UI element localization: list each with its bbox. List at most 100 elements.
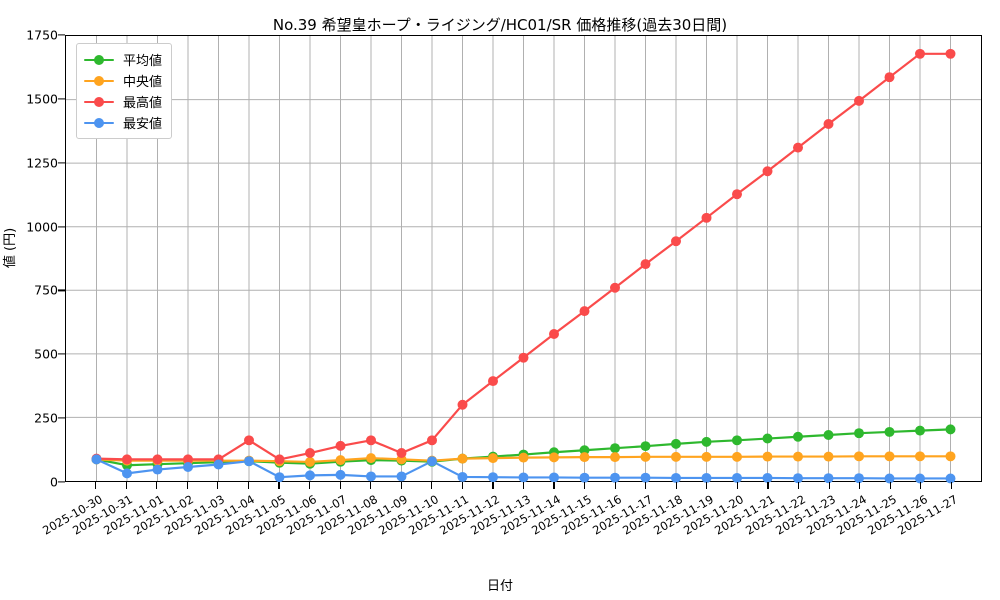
y-tick-mark [58,162,65,164]
data-point [122,454,132,465]
data-point [915,425,925,436]
x-tick-mark [492,482,494,489]
data-point [274,454,285,465]
x-tick-mark [645,482,647,489]
legend-swatch-icon [84,53,114,67]
y-tick-label: 1250 [26,155,58,171]
data-point [915,48,925,59]
y-tick-mark [58,225,65,228]
data-point [793,431,803,442]
y-tick-label: 250 [34,410,58,426]
data-point [732,189,742,200]
data-point [732,435,742,446]
legend-item-1[interactable]: 中央値 [84,70,162,91]
data-point [305,448,315,459]
y-axis-tick-labels: 0 250 500 750 1000 1250 1500 1750 [0,0,65,600]
data-point [488,376,498,387]
data-point [518,352,529,363]
chart-legend[interactable]: 平均値 中央値 最高値最安値 [76,43,173,139]
x-tick-mark [278,482,280,489]
data-point [640,451,651,462]
data-point [640,441,651,452]
data-point [854,95,864,106]
data-point [152,464,163,475]
x-tick-mark [736,482,739,489]
y-tick-mark [58,353,65,355]
data-point [579,472,590,483]
legend-swatch-icon [84,116,114,130]
data-point [457,399,468,410]
data-point [396,448,407,459]
y-tick-label: 1500 [26,91,58,107]
legend-item-3[interactable]: 最安値 [84,112,162,133]
data-point [854,451,864,462]
data-point [549,472,559,483]
y-tick-label: 1750 [26,27,58,43]
data-point [610,443,620,454]
data-point [823,119,834,129]
data-point [854,428,864,439]
x-tick-mark [156,482,158,489]
data-point [366,453,376,464]
data-point [518,452,529,463]
x-tick-mark [125,482,127,489]
y-tick-label: 0 [50,474,58,490]
chart-title: No.39 希望皇ホープ・ライジング/HC01/SR 価格推移(過去30日間) [272,16,728,34]
legend-label: 最安値 [123,117,163,132]
plot-area [65,35,982,484]
x-tick-mark [247,482,249,489]
x-tick-mark [339,482,341,489]
data-point [945,48,956,59]
data-point [335,469,346,480]
legend-item-2[interactable]: 最高値 [84,91,162,112]
legend-swatch-icon [84,74,114,88]
x-tick-mark [950,482,953,489]
data-point [91,454,102,465]
data-point [335,440,346,451]
data-point [579,452,590,463]
data-point [335,455,346,466]
data-point [549,329,559,339]
data-point [701,436,712,447]
data-point [579,445,590,456]
data-point [518,472,529,483]
data-point [488,472,498,483]
data-point [793,451,803,462]
legend-label: 平均値 [123,54,163,69]
x-tick-mark [859,482,861,489]
data-point [671,472,681,483]
y-tick-mark [58,289,65,292]
data-point [945,451,956,462]
data-point [945,473,956,484]
data-point [610,472,620,483]
data-point [945,424,956,435]
x-tick-mark [461,482,463,489]
data-point [884,451,895,462]
data-point [366,435,376,446]
data-point [854,473,864,484]
data-point [610,452,620,463]
legend-item-0[interactable]: 平均値 [84,49,162,70]
data-point [457,453,468,464]
data-point [762,472,773,483]
x-tick-mark [584,482,586,489]
data-point [671,438,681,449]
x-axis-label: 日付 [486,579,513,594]
data-point [305,470,315,481]
data-point [762,166,773,177]
y-tick-mark [58,417,65,419]
data-point [244,435,254,446]
data-point [396,471,407,482]
data-point [884,473,895,484]
x-tick-mark [308,482,311,489]
data-point [152,454,163,465]
series-layer [91,48,956,484]
x-tick-mark [706,482,708,489]
data-point [549,452,559,463]
data-point [701,212,712,223]
data-point [183,462,193,472]
data-point [884,72,895,83]
x-tick-mark [94,482,97,489]
data-point [122,468,132,479]
